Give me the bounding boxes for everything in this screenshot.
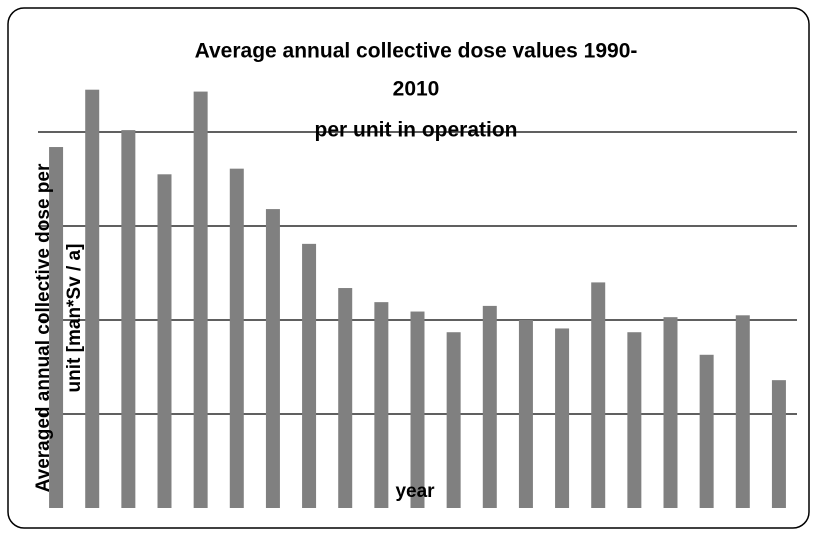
bar: [85, 89, 100, 508]
bar: [699, 354, 714, 508]
chart-frame: [7, 7, 810, 529]
bar: [374, 302, 389, 508]
bar: [555, 328, 570, 508]
chart-title: Average annual collective dose values 19…: [195, 40, 638, 63]
bar: [302, 243, 317, 509]
bar: [446, 332, 461, 508]
bar: [735, 315, 750, 508]
bar: [482, 305, 497, 508]
chart-title: per unit in operation: [315, 119, 518, 142]
bar: [229, 168, 244, 508]
chart-title: 2010: [393, 78, 440, 101]
x-axis-label: year: [395, 481, 435, 502]
bar: [627, 332, 642, 508]
bar: [338, 288, 353, 508]
y-axis-label: unit [man*Sv / a]: [64, 244, 85, 393]
bar: [157, 174, 172, 509]
bar: [121, 130, 136, 508]
bar: [410, 311, 425, 508]
bar: [591, 282, 606, 508]
bar: [518, 320, 533, 508]
bar: [265, 209, 280, 508]
bar: [771, 380, 786, 508]
y-axis-label: Averaged annual collective dose per: [33, 163, 54, 492]
bar: [49, 147, 64, 509]
bar: [663, 317, 678, 508]
bar: [193, 91, 208, 508]
